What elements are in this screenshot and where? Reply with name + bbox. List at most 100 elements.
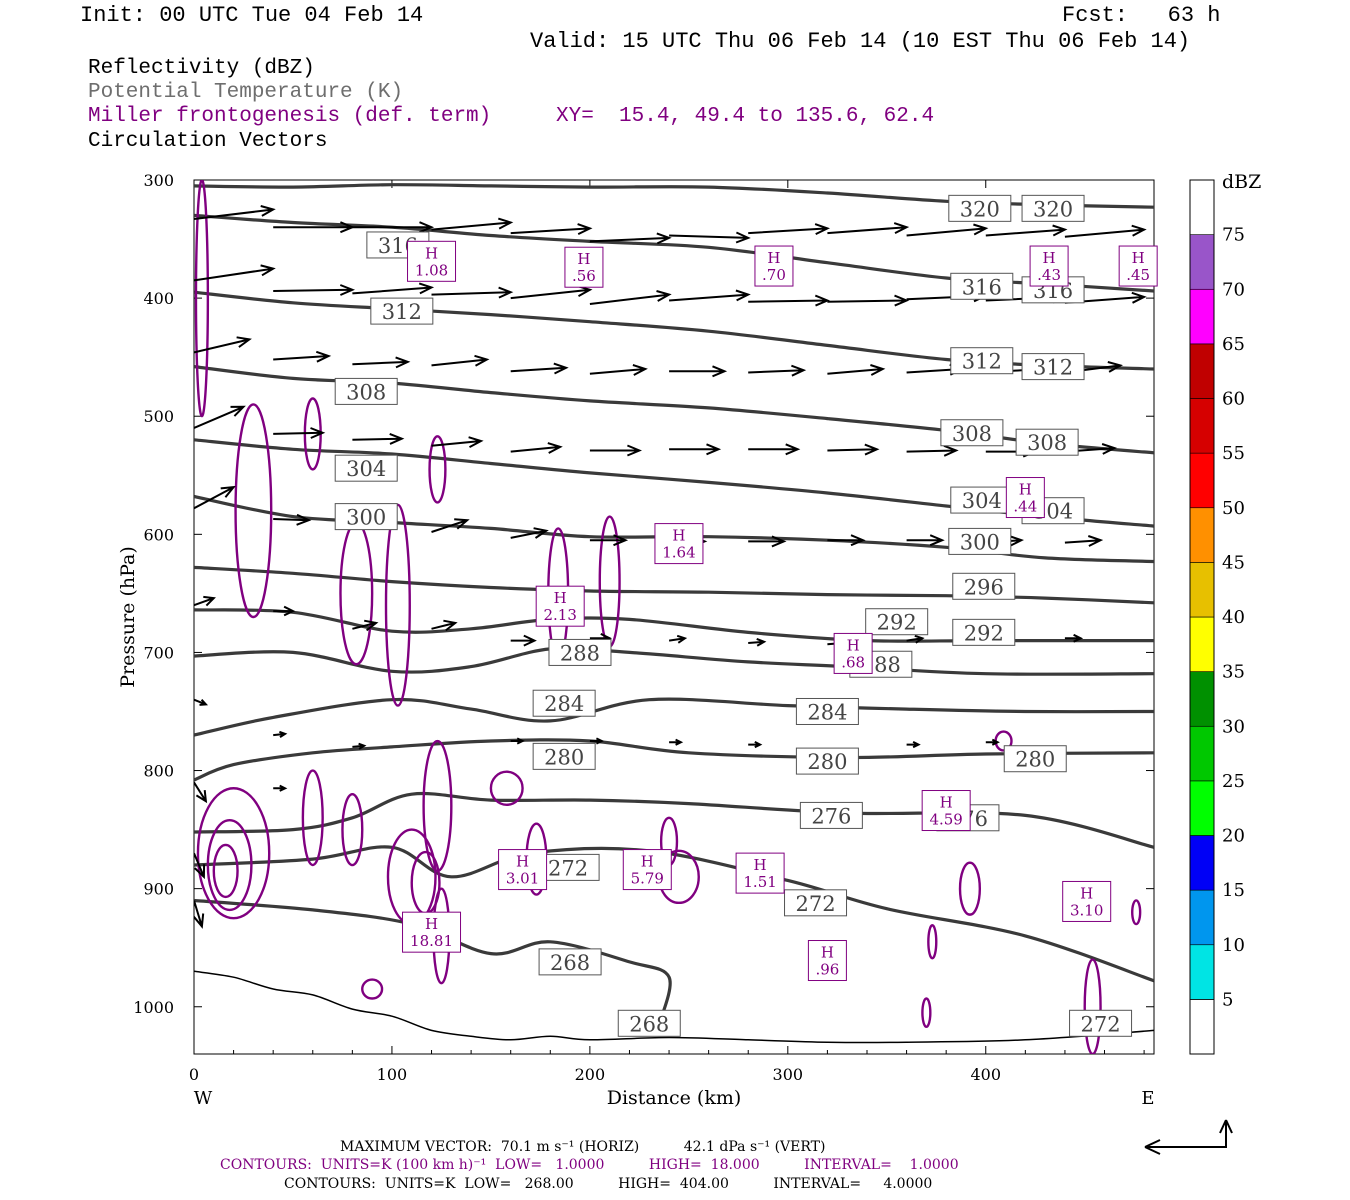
frontogenesis-max-box <box>498 849 548 891</box>
colorbar-segment <box>1189 343 1215 399</box>
colorbar-title: dBZ <box>1222 171 1261 193</box>
circulation-vector <box>1064 224 1147 238</box>
frontogenesis-max-symbol: H <box>1019 481 1032 499</box>
legend-potential-temperature: Potential Temperature (K) <box>88 81 404 104</box>
circulation-vector <box>669 365 728 378</box>
circulation-vector <box>352 619 379 632</box>
isentrope-label-box <box>548 638 612 666</box>
isentrope-label: 288 <box>560 641 600 665</box>
frontogenesis-max-symbol: H <box>754 856 767 874</box>
isentrope-label: 272 <box>548 856 588 880</box>
circulation-vector <box>194 205 276 220</box>
circulation-vector <box>748 364 807 377</box>
frontogenesis-max-box <box>921 790 971 832</box>
circulation-vector <box>668 634 688 644</box>
isentrope-label-box <box>538 948 602 976</box>
isentrope-label: 320 <box>960 197 1000 221</box>
colorbar-label: 65 <box>1222 334 1245 355</box>
frontogenesis-max-symbol: H <box>821 944 834 962</box>
colorbar-segment <box>1189 562 1215 618</box>
frontogenesis-contour <box>194 180 210 418</box>
circulation-vector <box>589 364 648 376</box>
colorbar-label: 10 <box>1222 935 1245 956</box>
circulation-vector <box>669 289 751 302</box>
isentrope-label-box <box>940 419 1004 447</box>
frontogenesis-contour <box>339 521 374 666</box>
circulation-vector <box>589 290 672 305</box>
frontogenesis-contour <box>489 770 524 806</box>
circulation-vector <box>827 222 910 235</box>
colorbar-segment <box>1189 671 1215 727</box>
circulation-vector <box>194 336 252 354</box>
colorbar-label: 30 <box>1222 716 1245 737</box>
circulation-vector <box>431 436 484 448</box>
x-tick-label: 400 <box>970 1065 1001 1084</box>
isentrope-label: 308 <box>1027 431 1067 455</box>
circulation-vector <box>669 231 751 244</box>
y-tick-label: 600 <box>143 525 174 544</box>
frontogenesis-max-symbol: H <box>672 527 685 545</box>
colorbar-segment <box>1189 507 1215 563</box>
circulation-vector <box>273 605 296 617</box>
isentrope-label-box <box>950 272 1014 300</box>
frontogenesis-max-value: .68 <box>841 653 865 671</box>
isentrope-label: 292 <box>877 611 917 635</box>
isentrope-label-box <box>532 742 596 770</box>
circulation-vector <box>510 634 537 647</box>
isentrope-288 <box>194 646 1154 676</box>
circulation-vector <box>273 730 288 738</box>
init-time: Init: 00 UTC Tue 04 Feb 14 <box>80 3 424 28</box>
frontogenesis-contour-info: CONTOURS: UNITS=K (100 km h)⁻¹ LOW= 1.00… <box>220 1157 959 1173</box>
circulation-vector <box>827 443 880 456</box>
y-tick-label: 400 <box>143 289 174 308</box>
isentrope-label: 308 <box>346 380 386 404</box>
isentrope-label-box <box>799 801 863 829</box>
west-endpoint-label: W <box>194 1088 213 1109</box>
circulation-vector <box>589 534 629 547</box>
circulation-vector <box>906 444 959 457</box>
frontogenesis-max-symbol: H <box>767 249 780 267</box>
frontogenesis-max-box <box>833 632 873 674</box>
legend-cross-section-endpoints: XY= 15.4, 49.4 to 135.6, 62.4 <box>556 105 935 128</box>
frontogenesis-contour <box>301 769 324 867</box>
colorbar-label: 75 <box>1222 225 1245 246</box>
frontogenesis-max-value: .43 <box>1037 266 1061 284</box>
frontogenesis-max-box <box>807 940 847 982</box>
circulation-vector <box>906 534 945 547</box>
isentrope-label: 312 <box>1033 356 1073 380</box>
isentrope-label: 312 <box>962 350 1002 374</box>
colorbar-segment <box>1189 452 1215 509</box>
y-tick-label: 800 <box>143 762 174 781</box>
frontogenesis-max-value: 1.08 <box>415 261 448 279</box>
frontogenesis-max-value: 3.01 <box>506 870 539 888</box>
isentrope-label: 296 <box>964 575 1004 599</box>
frontogenesis-max-symbol: H <box>1132 249 1145 267</box>
x-tick-label: 0 <box>189 1065 199 1084</box>
circulation-vector <box>748 294 830 307</box>
circulation-vector <box>669 443 722 456</box>
isentrope-label-box <box>334 454 398 482</box>
frontogenesis-max-value: .45 <box>1126 266 1150 284</box>
colorbar-label: 40 <box>1222 607 1245 628</box>
isentrope-label-box <box>865 608 929 636</box>
circulation-vector <box>194 852 206 880</box>
frontogenesis-max-box <box>1029 245 1069 287</box>
frontogenesis-contour <box>921 997 932 1029</box>
colorbar-label: 45 <box>1222 552 1245 573</box>
y-axis-title: Pressure (hPa) <box>117 546 139 688</box>
y-tick-label: 1000 <box>133 998 174 1017</box>
frontogenesis-max-symbol: H <box>425 915 438 933</box>
isentrope-label: 304 <box>346 457 386 481</box>
circulation-vector <box>906 741 921 749</box>
circulation-vector <box>273 427 326 439</box>
frontogenesis-max-symbol: H <box>1043 249 1056 267</box>
frontogenesis-contour <box>1083 958 1102 1054</box>
circulation-vector <box>431 217 514 231</box>
circulation-vector <box>273 784 288 792</box>
circulation-vector <box>431 354 490 367</box>
y-tick-label: 300 <box>143 171 174 190</box>
colorbar-label: 20 <box>1222 826 1245 847</box>
colorbar-label: 5 <box>1222 989 1233 1010</box>
circulation-vector <box>589 444 642 457</box>
isentrope-label: 276 <box>811 804 851 828</box>
